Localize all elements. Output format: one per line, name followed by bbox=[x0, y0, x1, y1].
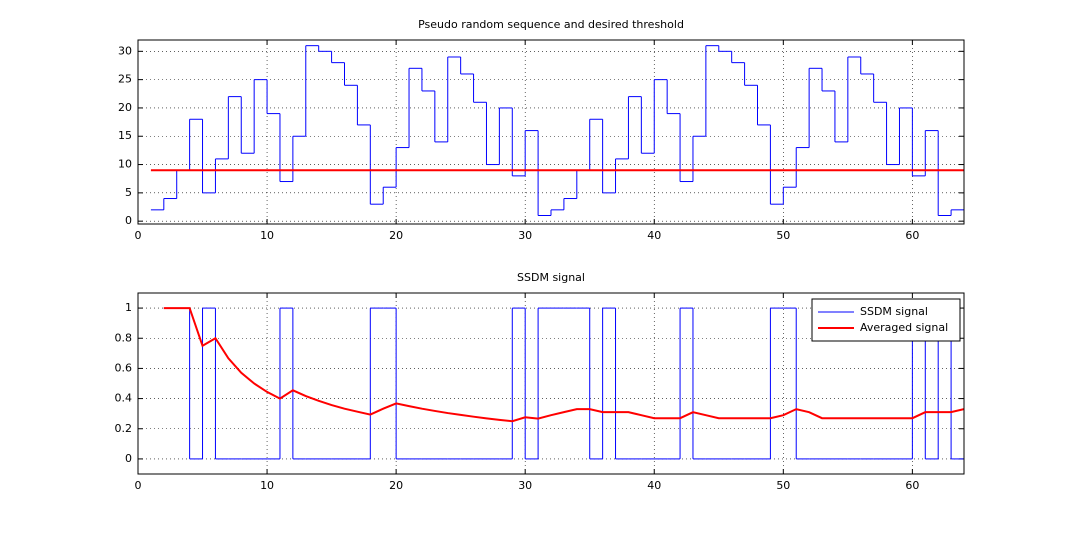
x-tick-label: 20 bbox=[389, 479, 403, 492]
x-tick-label: 30 bbox=[518, 479, 532, 492]
x-tick-label: 50 bbox=[776, 479, 790, 492]
y-tick-label: 10 bbox=[118, 158, 132, 171]
x-tick-label: 40 bbox=[647, 479, 661, 492]
y-tick-label: 0.2 bbox=[115, 422, 133, 435]
x-tick-label: 50 bbox=[776, 229, 790, 242]
axes-frame bbox=[137, 39, 965, 225]
chart-title: SSDM signal bbox=[517, 271, 585, 284]
y-tick-label: 0 bbox=[125, 214, 132, 227]
y-tick-label: 15 bbox=[118, 129, 132, 142]
y-tick-label: 1 bbox=[125, 301, 132, 314]
y-tick-label: 30 bbox=[118, 44, 132, 57]
y-tick-label: 20 bbox=[118, 101, 132, 114]
y-tick-label: 5 bbox=[125, 186, 132, 199]
x-tick-label: 60 bbox=[905, 229, 919, 242]
y-tick-label: 0.4 bbox=[115, 392, 133, 405]
y-tick-label: 0 bbox=[125, 452, 132, 465]
x-tick-label: 0 bbox=[135, 229, 142, 242]
plot-area bbox=[138, 40, 964, 224]
x-tick-label: 10 bbox=[260, 479, 274, 492]
y-tick-label: 0.6 bbox=[115, 361, 133, 374]
x-tick-label: 40 bbox=[647, 229, 661, 242]
legend-label: SSDM signal bbox=[860, 305, 928, 318]
legend-label: Averaged signal bbox=[860, 321, 948, 334]
series-line bbox=[163, 307, 964, 423]
x-tick-label: 30 bbox=[518, 229, 532, 242]
x-tick-label: 60 bbox=[905, 479, 919, 492]
x-tick-label: 0 bbox=[135, 479, 142, 492]
series-group bbox=[150, 45, 964, 217]
legend-box bbox=[811, 298, 961, 342]
x-tick-label: 20 bbox=[389, 229, 403, 242]
x-tick-label: 10 bbox=[260, 229, 274, 242]
chart-title: Pseudo random sequence and desired thres… bbox=[418, 18, 684, 31]
y-tick-label: 0.8 bbox=[115, 331, 133, 344]
axes-frame bbox=[137, 292, 965, 475]
y-tick-label: 25 bbox=[118, 73, 132, 86]
